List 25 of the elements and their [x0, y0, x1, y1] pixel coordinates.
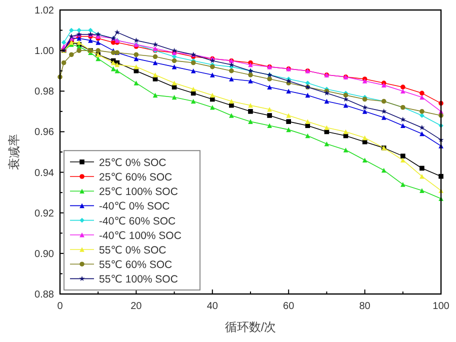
- y-tick-label: 0.88: [34, 290, 54, 300]
- legend-label: 25℃ 60% SOC: [99, 172, 172, 184]
- legend-label: 55℃ 60% SOC: [99, 259, 172, 272]
- y-tick-label: 0.92: [34, 208, 54, 220]
- legend-label: 55℃ 0% SOC: [99, 244, 167, 256]
- legend-label: 25℃ 100% SOC: [99, 186, 178, 198]
- x-tick-label: 60: [283, 301, 295, 312]
- legend-label: -40℃ 0% SOC: [99, 200, 170, 213]
- x-axis-title: 循环数/次: [224, 320, 276, 334]
- legend-label: 25℃ 0% SOC: [99, 156, 167, 169]
- legend-label: -40℃ 60% SOC: [99, 215, 176, 228]
- y-axis-title: 衰减率: [7, 134, 21, 170]
- x-tick-label: 80: [359, 301, 371, 312]
- y-tick-label: 0.90: [34, 248, 54, 260]
- legend-label: -40℃ 100% SOC: [99, 230, 182, 242]
- y-tick-label: 0.96: [34, 127, 54, 138]
- y-tick-label: 1.00: [34, 46, 54, 58]
- x-tick-label: 20: [130, 301, 142, 312]
- x-tick-label: 100: [432, 301, 450, 312]
- legend-label: 55℃ 100% SOC: [99, 274, 178, 286]
- y-tick-label: 1.02: [34, 6, 54, 16]
- y-tick-label: 0.94: [34, 168, 54, 179]
- y-tick-label: 0.98: [34, 86, 54, 98]
- x-tick-label: 0: [57, 301, 64, 312]
- x-tick-label: 40: [206, 301, 218, 312]
